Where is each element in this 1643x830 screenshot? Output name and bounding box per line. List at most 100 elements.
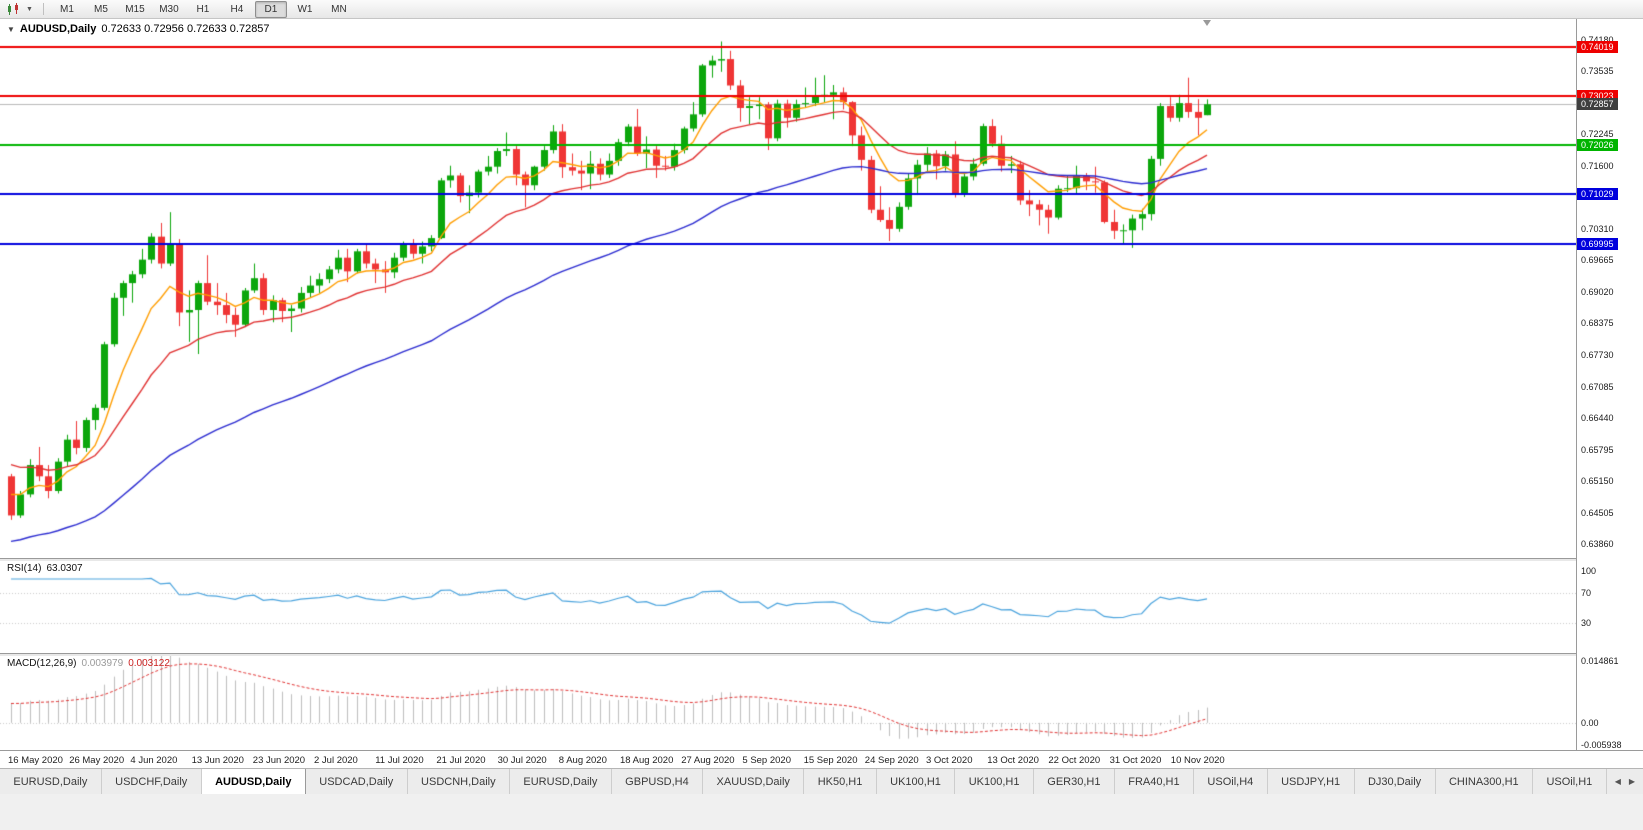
symbol-period-label: AUDUSD,Daily xyxy=(19,23,97,35)
time-scale-label: 18 Aug 2020 xyxy=(620,755,674,766)
chart-title: ▼ AUDUSD,Daily 0.72633 0.72956 0.72633 0… xyxy=(7,23,270,35)
price-tick: 0.68375 xyxy=(1581,318,1614,329)
chart-tab[interactable]: CHINA300,H1 xyxy=(1436,769,1534,794)
tab-scroll-left-icon[interactable]: ◀ xyxy=(1614,777,1621,786)
time-scale-label: 8 Aug 2020 xyxy=(558,755,607,766)
chart-type-dropdown-icon[interactable]: ▼ xyxy=(26,5,33,13)
chart-type-icon[interactable] xyxy=(6,2,21,16)
macd-main-value: 0.003979 xyxy=(81,658,124,669)
chart-tab[interactable]: FRA40,H1 xyxy=(1115,769,1195,794)
price-tick: 0.69020 xyxy=(1581,286,1614,297)
rsi-name: RSI(14) xyxy=(7,563,42,574)
time-scale-label: 24 Sep 2020 xyxy=(864,755,919,766)
price-tick: 0.71600 xyxy=(1581,160,1614,171)
price-tick: 0.67085 xyxy=(1581,381,1614,392)
time-scale-label: 21 Jul 2020 xyxy=(436,755,486,766)
time-scale-label: 26 May 2020 xyxy=(69,755,125,766)
chart-tab-bar: EURUSD,Daily USDCHF,Daily AUDUSD,Daily USDC… xyxy=(0,768,1643,794)
chart-tab[interactable]: GER30,H1 xyxy=(1034,769,1115,794)
price-line-badge: 0.69995 xyxy=(1577,238,1618,251)
price-tick: 0.69665 xyxy=(1581,255,1614,266)
timeframe-buttons: M1 M5 M15 M30 H1 H4 D1 W1 MN xyxy=(51,0,355,18)
chart-tab[interactable]: EURUSD,Daily xyxy=(0,769,102,794)
macd-indicator-label: MACD(12,26,9) 0.003979 0.003122 xyxy=(7,658,170,669)
timeframe-button-d1[interactable]: D1 xyxy=(254,0,287,18)
time-scale-label: 16 May 2020 xyxy=(8,755,63,766)
price-tick: 0.74180 xyxy=(1581,34,1614,45)
chart-tab[interactable]: GBPUSD,H4 xyxy=(612,769,704,794)
chart-tab[interactable]: USOil,H1 xyxy=(1533,769,1607,794)
time-scale-label: 11 Jul 2020 xyxy=(375,755,424,766)
time-scale-label: 13 Oct 2020 xyxy=(987,755,1039,766)
time-scale-label: 23 Jun 2020 xyxy=(252,755,306,766)
price-tick: 0.67730 xyxy=(1581,350,1614,360)
chart-tab[interactable]: USDCAD,Daily xyxy=(306,769,408,794)
macd-chart-canvas[interactable] xyxy=(0,655,1576,750)
toolbar-separator xyxy=(42,3,44,15)
price-line-badge: 0.74019 xyxy=(1577,41,1618,54)
timeframe-button-mn[interactable]: MN xyxy=(331,3,347,15)
pane-splitter-rsi[interactable] xyxy=(0,558,1643,561)
time-scale-label: 3 Oct 2020 xyxy=(926,755,973,766)
chart-tab[interactable]: DJ30,Daily xyxy=(1355,769,1436,794)
window-filler xyxy=(0,793,1643,830)
toolbar: ▼ M1 M5 M15 M30 H1 H4 D1 W1 MN xyxy=(0,0,1643,19)
time-scale-label: 27 Aug 2020 xyxy=(681,755,735,766)
macd-signal-value: 0.003122 xyxy=(128,658,170,669)
macd-scale-label: 0.00 xyxy=(1581,717,1599,728)
timeframe-button-m30[interactable]: M30 xyxy=(159,3,179,15)
pane-splitter-macd[interactable] xyxy=(0,653,1643,656)
timeframe-button-m1[interactable]: M1 xyxy=(59,3,74,15)
time-scale-label: 13 Jun 2020 xyxy=(191,755,244,766)
rsi-indicator-label: RSI(14) 63.0307 xyxy=(7,563,83,574)
chart-tab[interactable]: USDCNH,Daily xyxy=(408,769,511,794)
timeframe-button-m15[interactable]: M15 xyxy=(125,3,145,15)
chart-tab[interactable]: USDJPY,H1 xyxy=(1268,769,1355,794)
rsi-value: 63.0307 xyxy=(46,563,83,574)
price-tick: 0.72245 xyxy=(1581,129,1614,140)
macd-scale-label: 0.014861 xyxy=(1581,656,1619,666)
tab-scroll-right-icon[interactable]: ▶ xyxy=(1628,777,1635,786)
chart-tab[interactable]: HK50,H1 xyxy=(804,769,877,794)
price-line-badge: 0.72026 xyxy=(1577,138,1618,151)
chart-tab[interactable]: UK100,H1 xyxy=(877,769,956,794)
time-scale-label: 5 Sep 2020 xyxy=(742,755,791,766)
time-scale-label: 4 Jun 2020 xyxy=(130,755,178,766)
rsi-chart-canvas[interactable] xyxy=(0,560,1576,653)
time-scale[interactable]: 16 May 2020 26 May 2020 4 Jun 2020 13 Jun 2… xyxy=(0,750,1643,769)
chart-tab[interactable]: UK100,H1 xyxy=(955,769,1034,794)
bid-price-badge: 0.72857 xyxy=(1577,98,1618,111)
time-scale-label: 10 Nov 2020 xyxy=(1170,755,1225,766)
rsi-scale-label: 70 xyxy=(1581,588,1592,599)
tab-nav: ◀ ▶ xyxy=(1607,769,1643,794)
chart-tabs: EURUSD,Daily USDCHF,Daily AUDUSD,Daily USDC… xyxy=(0,769,1607,794)
timeframe-button-h4[interactable]: H4 xyxy=(230,3,244,15)
price-line-badge: 0.71029 xyxy=(1577,187,1618,200)
timeframe-button-w1[interactable]: W1 xyxy=(297,3,313,15)
chart-shift-marker-icon[interactable] xyxy=(1203,20,1211,26)
chart-tab[interactable]: AUDUSD,Daily xyxy=(201,769,306,794)
chart-tab[interactable]: USOil,H4 xyxy=(1194,769,1268,794)
chart-tab[interactable]: USDCHF,Daily xyxy=(102,769,202,794)
macd-scale-label: -0.005938 xyxy=(1581,740,1622,750)
rsi-scale-label: 100 xyxy=(1581,566,1597,577)
timeframe-button-h1[interactable]: H1 xyxy=(196,3,210,15)
price-scale[interactable]: 0.741800.735350.728900.722450.716000.709… xyxy=(1576,18,1643,750)
time-scale-label: 31 Oct 2020 xyxy=(1109,755,1162,766)
symbol-dropdown-icon[interactable]: ▼ xyxy=(7,24,15,34)
price-tick: 0.70310 xyxy=(1581,223,1614,234)
price-tick: 0.65150 xyxy=(1581,476,1614,487)
price-tick: 0.63860 xyxy=(1581,539,1614,550)
price-chart-canvas[interactable] xyxy=(0,18,1576,558)
chart-tab[interactable]: XAUUSD,Daily xyxy=(703,769,805,794)
price-tick: 0.65795 xyxy=(1581,444,1614,455)
macd-name: MACD(12,26,9) xyxy=(7,658,77,669)
rsi-scale-label: 30 xyxy=(1581,618,1592,629)
time-scale-label: 22 Oct 2020 xyxy=(1048,755,1101,766)
chart-tab[interactable]: EURUSD,Daily xyxy=(510,769,612,794)
ohlc-values: 0.72633 0.72956 0.72633 0.72857 xyxy=(101,23,270,35)
time-scale-label: 30 Jul 2020 xyxy=(497,755,547,766)
time-scale-label: 15 Sep 2020 xyxy=(803,755,858,766)
timeframe-button-m5[interactable]: M5 xyxy=(93,3,108,15)
